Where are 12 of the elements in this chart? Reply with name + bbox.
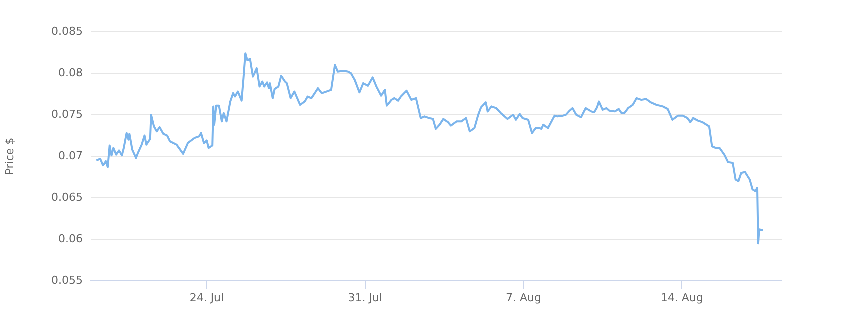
- x-tick-label: 7. Aug: [506, 291, 542, 304]
- y-tick-label: 0.07: [58, 149, 83, 162]
- y-tick-label: 0.06: [58, 232, 83, 246]
- y-tick-label: 0.065: [52, 190, 83, 204]
- y-axis-title: Price $: [3, 138, 16, 176]
- x-tick-label: 14. Aug: [660, 291, 704, 304]
- y-tick-label: 0.08: [58, 66, 83, 80]
- y-tick-label: 0.055: [52, 274, 83, 287]
- y-tick-label: 0.085: [52, 24, 83, 38]
- y-tick-label: 0.075: [52, 108, 83, 121]
- x-tick-label: 24. Jul: [190, 291, 224, 304]
- x-tick-label: 31. Jul: [348, 291, 382, 304]
